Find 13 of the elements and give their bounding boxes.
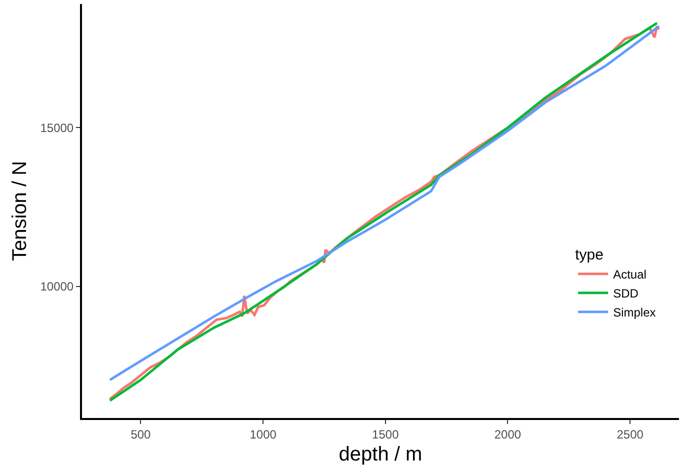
x-tick-label: 2500 xyxy=(616,427,644,442)
legend-label: Simplex xyxy=(613,306,656,320)
x-tick-label: 1500 xyxy=(372,427,400,442)
legend-title: type xyxy=(575,246,604,264)
legend-label: Actual xyxy=(613,268,646,282)
y-axis-title: Tension / N xyxy=(9,160,32,262)
x-axis-title: depth / m xyxy=(338,443,422,466)
legend-label: SDD xyxy=(613,286,639,301)
x-tick-label: 2000 xyxy=(494,427,522,442)
y-tick-label: 15000 xyxy=(40,120,74,135)
x-tick-label: 1000 xyxy=(250,427,277,442)
y-tick-label: 10000 xyxy=(40,280,74,294)
x-tick-label: 500 xyxy=(130,427,152,442)
